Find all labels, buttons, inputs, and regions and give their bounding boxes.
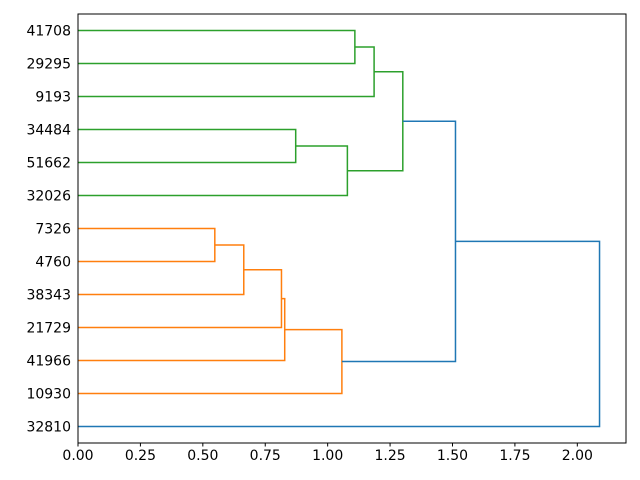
x-tick-label: 1.25 xyxy=(374,448,405,464)
dendrogram-link xyxy=(78,46,375,98)
leaf-label: 32026 xyxy=(26,189,71,205)
leaf-label: 21729 xyxy=(26,321,71,337)
dendrogram-link xyxy=(78,227,216,263)
dendrogram-link xyxy=(78,240,601,428)
x-tick-label: 0.75 xyxy=(250,448,281,464)
leaf-label: 41966 xyxy=(26,354,71,370)
x-tick-label: 0.25 xyxy=(125,448,156,464)
leaf-label: 4760 xyxy=(35,255,71,271)
dendrogram-link xyxy=(78,244,245,296)
x-tick-label: 1.50 xyxy=(437,448,468,464)
dendrogram-link xyxy=(78,29,356,65)
dendrogram-link xyxy=(341,120,457,363)
leaf-label: 51662 xyxy=(26,156,71,172)
dendrogram-link xyxy=(78,128,297,164)
x-tick-label: 1.75 xyxy=(499,448,530,464)
leaf-label: 29295 xyxy=(26,57,71,73)
plot-spines xyxy=(77,13,627,444)
leaf-label: 7326 xyxy=(35,222,71,238)
leaf-label: 10930 xyxy=(26,387,71,403)
leaf-label: 34484 xyxy=(26,123,71,139)
dendrogram-link xyxy=(78,328,343,395)
leaf-label: 41708 xyxy=(26,24,71,40)
dendrogram-link xyxy=(78,297,286,362)
x-tick-label: 2.00 xyxy=(562,448,593,464)
dendrogram-link xyxy=(78,145,349,197)
x-tick-label: 0.50 xyxy=(187,448,218,464)
dendrogram-link xyxy=(78,269,283,329)
leaf-label: 9193 xyxy=(35,90,71,106)
leaf-label: 32810 xyxy=(26,420,71,436)
x-tick-label: 1.00 xyxy=(312,448,343,464)
dendrogram-link xyxy=(347,71,404,172)
x-tick-label: 0.00 xyxy=(62,448,93,464)
leaf-label: 38343 xyxy=(26,288,71,304)
